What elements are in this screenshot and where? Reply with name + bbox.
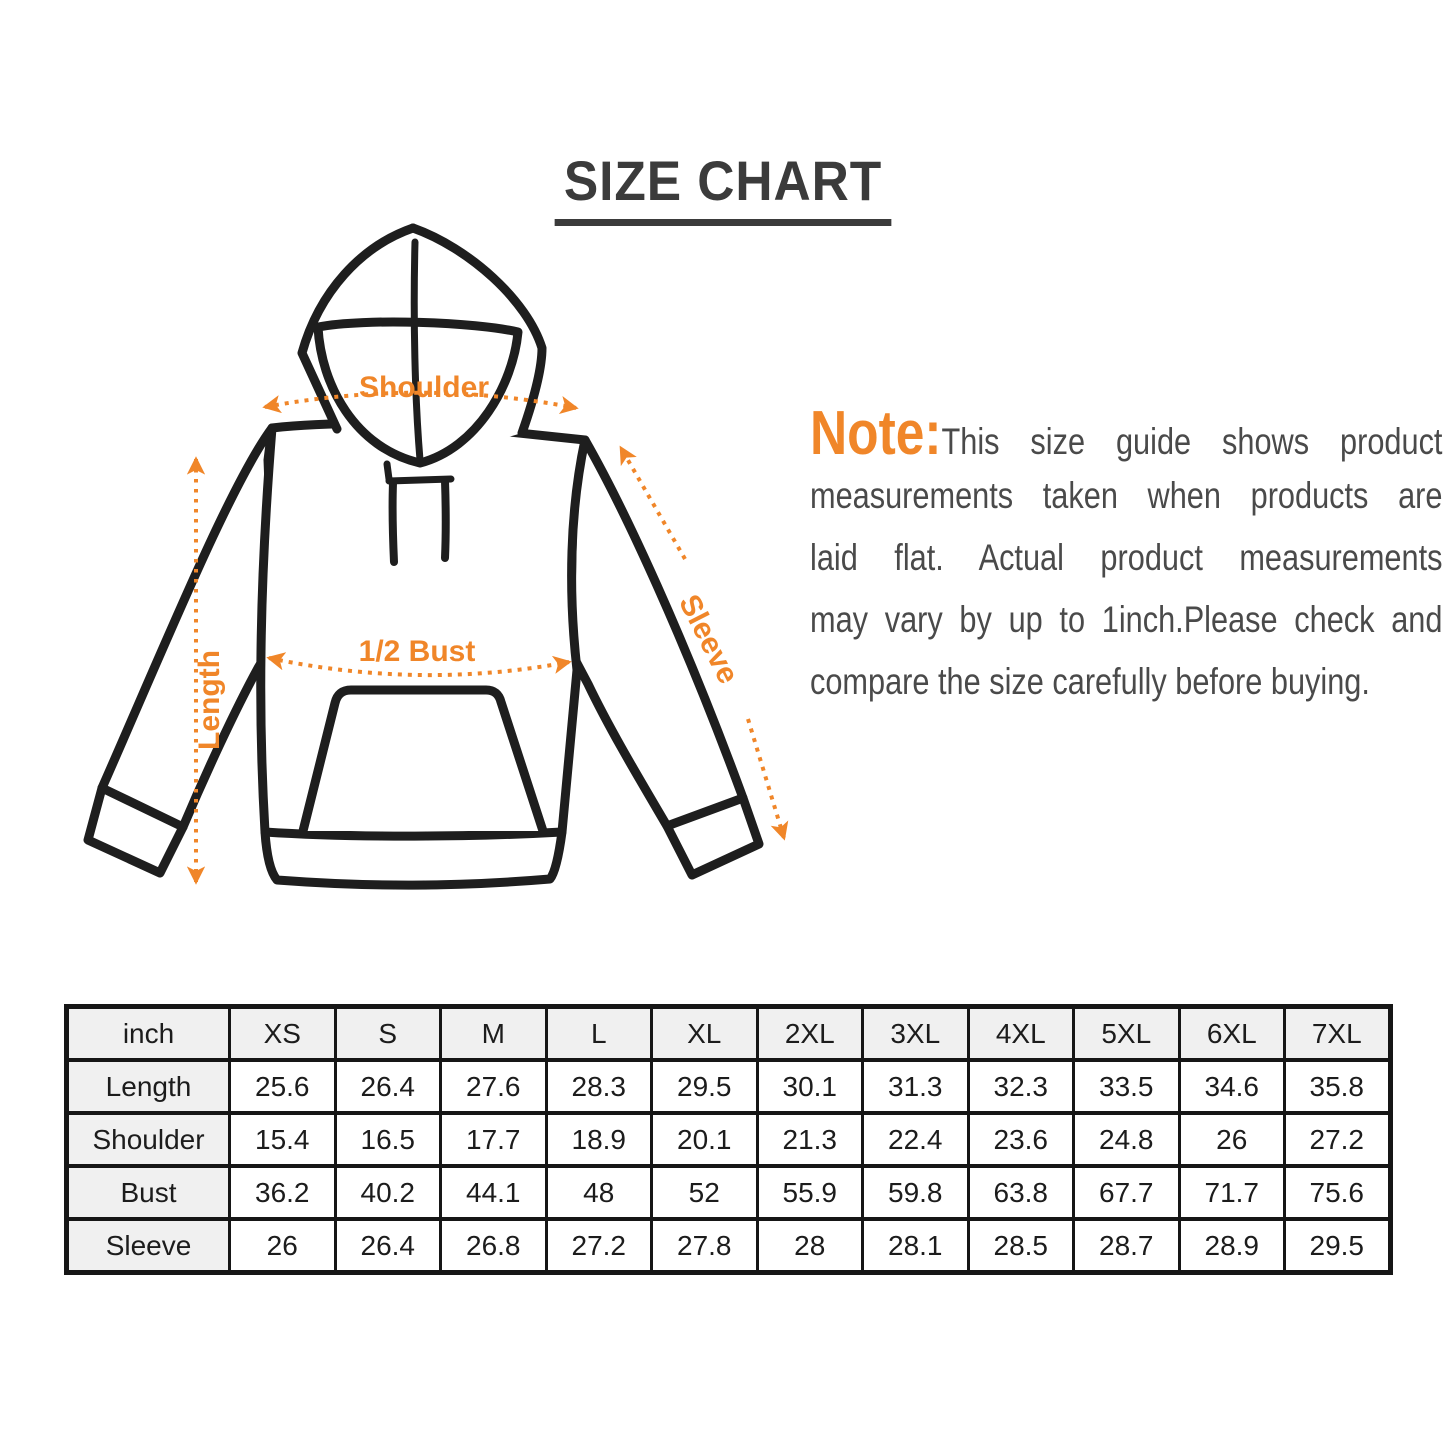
kangaroo-pocket: [298, 685, 548, 836]
table-cell: 71.7: [1177, 1164, 1286, 1221]
table-cell: 44.1: [439, 1164, 548, 1221]
table-row: Shoulder 15.4 16.5 17.7 18.9 20.1 21.3 2…: [65, 1111, 1392, 1168]
table-cell: 26.4: [333, 1058, 442, 1115]
table-cell: 20.1: [650, 1111, 759, 1168]
table-cell: 40.2: [333, 1164, 442, 1221]
row-header-cell: Bust: [65, 1164, 231, 1221]
note-line: may vary by up to 1inch.Please check and: [810, 599, 1443, 640]
column-header-cell: S: [333, 1005, 442, 1062]
page-header: SIZE CHART: [0, 148, 1445, 226]
size-table: inch XS S M L XL 2XL 3XL 4XL 5XL 6XL 7XL…: [64, 1004, 1393, 1275]
table-cell: 75.6: [1283, 1164, 1392, 1221]
table-row: Length 25.6 26.4 27.6 28.3 29.5 30.1 31.…: [65, 1058, 1392, 1115]
bust-arrow: [266, 652, 572, 678]
column-header-cell: L: [544, 1005, 653, 1062]
column-header-cell: 2XL: [755, 1005, 864, 1062]
table-cell: 18.9: [544, 1111, 653, 1168]
table-cell: 63.8: [966, 1164, 1075, 1221]
note-prefix: Note:: [810, 399, 942, 468]
table-cell: 28: [755, 1217, 864, 1274]
sleeve-arrow-lower: [746, 718, 789, 841]
table-cell: 67.7: [1072, 1164, 1181, 1221]
table-cell: 28.3: [544, 1058, 653, 1115]
table-cell: 36.2: [228, 1164, 337, 1221]
column-header-cell: XS: [228, 1005, 337, 1062]
table-cell: 35.8: [1283, 1058, 1392, 1115]
collar-line: [383, 460, 455, 485]
hood-outer-left: [297, 223, 418, 434]
note-line: laid flat. Actual product measurements: [810, 537, 1443, 578]
table-cell: 55.9: [755, 1164, 864, 1221]
note-line: measurements taken when products are: [810, 475, 1443, 516]
hem-band-line: [260, 827, 567, 841]
shoulder-arrow: [262, 390, 579, 415]
left-sleeve: [83, 423, 280, 878]
row-header-cell: Shoulder: [65, 1111, 231, 1168]
table-cell: 26: [228, 1217, 337, 1274]
table-cell: 21.3: [755, 1111, 864, 1168]
row-header-cell: Length: [65, 1058, 231, 1115]
note-section: Note:This size guide shows product measu…: [810, 403, 1442, 713]
right-cuff-seam: [662, 793, 748, 831]
table-cell: 17.7: [439, 1111, 548, 1168]
table-cell: 33.5: [1072, 1058, 1181, 1115]
table-cell: 26.8: [439, 1217, 548, 1274]
shoulder-label: Shoulder: [359, 371, 489, 404]
column-header-cell: 6XL: [1177, 1005, 1286, 1062]
column-header-cell: XL: [650, 1005, 759, 1062]
table-cell: 28.1: [861, 1217, 970, 1274]
table-cell: 26: [1177, 1111, 1286, 1168]
column-header-cell: 7XL: [1283, 1005, 1392, 1062]
table-cell: 52: [650, 1164, 759, 1221]
column-header-cell: M: [439, 1005, 548, 1062]
bust-label: 1/2 Bust: [359, 635, 476, 668]
length-label: Length: [193, 650, 226, 750]
table-cell: 28.9: [1177, 1217, 1286, 1274]
table-cell: 32.3: [966, 1058, 1075, 1115]
table-row: Bust 36.2 40.2 44.1 48 52 55.9 59.8 63.8…: [65, 1164, 1392, 1221]
table-cell: 22.4: [861, 1111, 970, 1168]
note-line: Note:This size guide shows product: [810, 403, 1442, 465]
left-cuff-seam: [97, 783, 188, 832]
note-line: compare the size carefully before buying…: [810, 661, 1370, 702]
row-header-cell: Sleeve: [65, 1217, 231, 1274]
table-cell: 27.2: [544, 1217, 653, 1274]
table-cell: 28.5: [966, 1217, 1075, 1274]
table-cell: 26.4: [333, 1217, 442, 1274]
table-cell: 27.8: [650, 1217, 759, 1274]
table-cell: 25.6: [228, 1058, 337, 1115]
sleeve-arrow-upper: [619, 445, 687, 560]
table-cell: 29.5: [650, 1058, 759, 1115]
table-header-row: inch XS S M L XL 2XL 3XL 4XL 5XL 6XL 7XL: [65, 1005, 1392, 1062]
table-cell: 23.6: [966, 1111, 1075, 1168]
table-row: Sleeve 26 26.4 26.8 27.2 27.8 28 28.1 28…: [65, 1217, 1392, 1274]
table-cell: 15.4: [228, 1111, 337, 1168]
table-cell: 27.2: [1283, 1111, 1392, 1168]
table-cell: 16.5: [333, 1111, 442, 1168]
table-cell: 48: [544, 1164, 653, 1221]
table-cell: 59.8: [861, 1164, 970, 1221]
column-header-cell: inch: [65, 1005, 231, 1062]
table-cell: 31.3: [861, 1058, 970, 1115]
drawstring-right: [441, 477, 450, 562]
table-cell: 28.7: [1072, 1217, 1181, 1274]
column-header-cell: 4XL: [966, 1005, 1075, 1062]
table-cell: 30.1: [755, 1058, 864, 1115]
table-cell: 24.8: [1072, 1111, 1181, 1168]
table-cell: 27.6: [439, 1058, 548, 1115]
page-title: SIZE CHART: [554, 148, 891, 226]
note-text: This size guide shows product: [941, 421, 1443, 462]
drawstring-left: [388, 479, 398, 566]
hood-crease: [410, 238, 424, 464]
column-header-cell: 5XL: [1072, 1005, 1181, 1062]
column-header-cell: 3XL: [861, 1005, 970, 1062]
hoodie-diagram: Shoulder Length 1/2 Bust Sleeve: [83, 223, 789, 890]
table-cell: 29.5: [1283, 1217, 1392, 1274]
table-cell: 34.6: [1177, 1058, 1286, 1115]
